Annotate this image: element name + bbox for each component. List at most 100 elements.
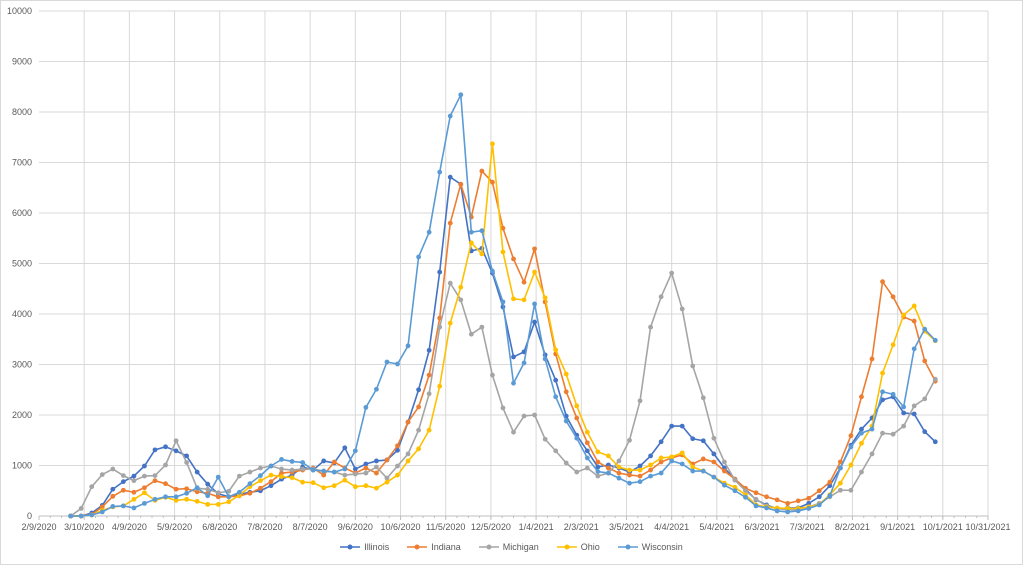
data-point-indiana: [606, 465, 611, 471]
data-point-ohio: [279, 474, 284, 480]
data-point-wisconsin: [479, 228, 485, 234]
data-point-michigan: [932, 376, 938, 382]
data-point-indiana: [173, 486, 179, 492]
y-tick-label: 0: [27, 511, 32, 521]
data-point-ohio: [426, 427, 432, 433]
data-point-ohio: [437, 383, 443, 389]
legend-label: Illinois: [364, 542, 390, 552]
data-point-illinois: [711, 451, 717, 457]
data-point-illinois: [395, 447, 400, 453]
data-point-wisconsin: [743, 494, 748, 500]
data-point-wisconsin: [669, 458, 675, 464]
data-point-wisconsin: [300, 460, 306, 465]
data-point-wisconsin: [374, 386, 379, 392]
data-point-indiana: [131, 489, 137, 495]
data-point-michigan: [78, 506, 84, 511]
data-point-indiana: [764, 494, 769, 500]
data-point-indiana: [658, 459, 664, 465]
series-line-indiana: [70, 170, 936, 517]
data-point-michigan: [247, 469, 253, 475]
data-point-ohio: [616, 464, 622, 470]
data-point-ohio: [553, 347, 559, 353]
data-point-indiana: [426, 372, 432, 378]
series-line-ohio: [70, 143, 936, 517]
data-point-indiana: [194, 489, 200, 495]
data-point-wisconsin: [68, 513, 74, 519]
data-point-illinois: [321, 458, 327, 464]
data-point-michigan: [542, 436, 548, 442]
data-point-michigan: [458, 297, 464, 303]
data-point-indiana: [721, 468, 727, 474]
y-tick-label: 8000: [12, 107, 32, 117]
data-point-ohio: [848, 462, 854, 468]
data-point-ohio: [669, 454, 675, 460]
data-point-illinois: [595, 464, 601, 470]
data-point-illinois: [374, 458, 379, 464]
data-point-ohio: [690, 464, 696, 470]
data-point-ohio: [542, 295, 548, 301]
data-point-wisconsin: [542, 356, 548, 362]
data-point-michigan: [352, 471, 358, 477]
data-point-indiana: [500, 225, 506, 231]
data-point-indiana: [911, 318, 917, 324]
data-point-indiana: [700, 456, 706, 462]
data-point-indiana: [859, 394, 864, 400]
x-tick-label: 4/4/2021: [654, 522, 689, 532]
data-point-wisconsin: [163, 494, 168, 500]
data-point-michigan: [152, 473, 158, 478]
data-point-ohio: [268, 472, 274, 478]
data-point-indiana: [532, 246, 537, 252]
data-point-wisconsin: [922, 326, 928, 332]
data-point-indiana: [490, 179, 495, 185]
x-tick-label: 12/5/2020: [471, 522, 511, 532]
data-point-ohio: [785, 506, 791, 511]
data-point-indiana: [563, 389, 569, 395]
legend-marker-icon: [407, 544, 428, 550]
data-point-indiana: [458, 181, 464, 187]
data-point-indiana: [837, 459, 843, 465]
data-point-wisconsin: [616, 475, 622, 481]
legend-label: Indiana: [431, 542, 461, 552]
data-point-ohio: [405, 458, 411, 464]
data-point-indiana: [142, 485, 147, 491]
data-point-wisconsin: [110, 504, 116, 509]
data-point-ohio: [215, 501, 221, 507]
data-point-michigan: [700, 395, 706, 401]
data-point-michigan: [163, 462, 168, 468]
data-point-wisconsin: [437, 169, 443, 175]
data-point-illinois: [352, 466, 358, 472]
data-point-indiana: [395, 443, 400, 449]
data-point-wisconsin: [131, 505, 137, 511]
legend-item-michigan: Michigan: [478, 542, 539, 552]
data-point-wisconsin: [848, 444, 854, 450]
data-point-illinois: [173, 448, 179, 454]
x-tick-label: 8/7/2020: [293, 522, 328, 532]
data-point-indiana: [711, 459, 717, 465]
data-point-wisconsin: [627, 480, 632, 486]
data-point-michigan: [848, 487, 854, 493]
data-point-michigan: [300, 466, 306, 472]
data-point-wisconsin: [721, 482, 727, 488]
data-point-indiana: [479, 168, 485, 174]
data-point-michigan: [342, 472, 348, 478]
data-point-michigan: [110, 466, 116, 472]
data-point-ohio: [637, 467, 643, 473]
x-tick-label: 5/4/2021: [699, 522, 734, 532]
data-point-wisconsin: [890, 391, 896, 397]
y-tick-label: 10000: [7, 6, 32, 16]
data-point-wisconsin: [247, 481, 253, 487]
data-point-indiana: [869, 356, 875, 362]
data-point-ohio: [226, 499, 232, 505]
data-point-ohio: [447, 320, 453, 326]
data-point-wisconsin: [205, 493, 211, 499]
data-point-ohio: [173, 497, 179, 503]
data-point-wisconsin: [321, 468, 327, 474]
data-point-indiana: [806, 495, 812, 501]
data-point-indiana: [574, 415, 580, 421]
data-point-michigan: [490, 372, 495, 378]
data-point-michigan: [426, 391, 432, 397]
data-point-michigan: [658, 294, 664, 300]
data-point-illinois: [152, 447, 158, 453]
legend-label: Ohio: [580, 542, 600, 552]
data-point-ohio: [205, 501, 211, 507]
